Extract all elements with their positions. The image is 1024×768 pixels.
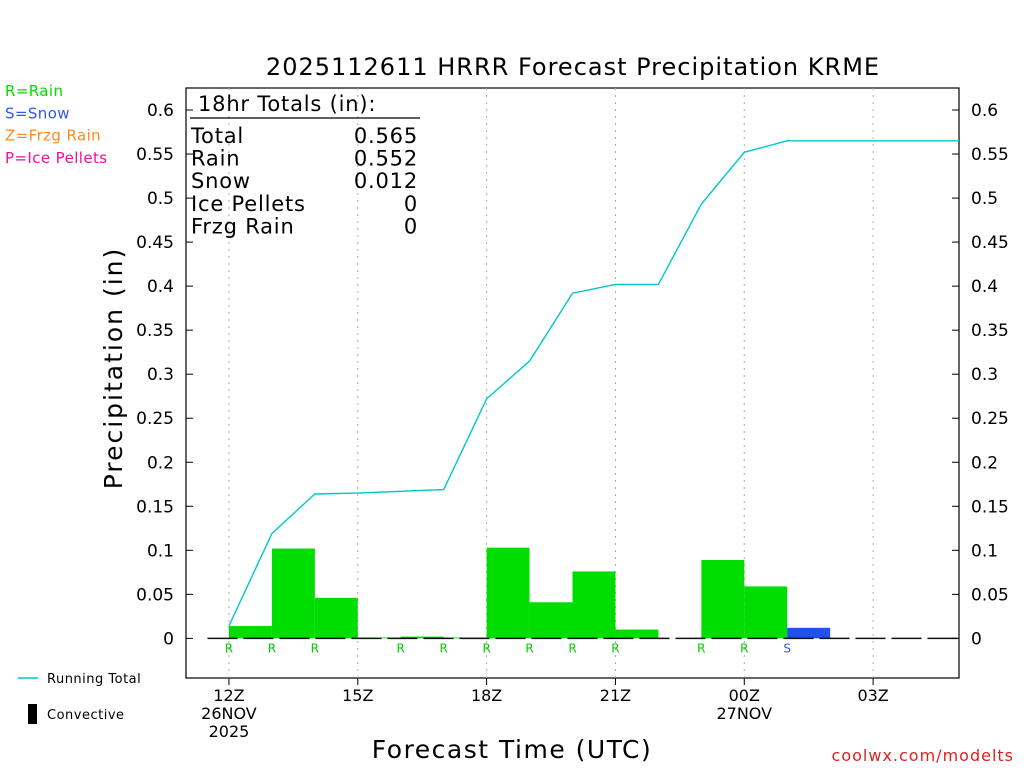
y-tick-label: 0.1 xyxy=(971,541,998,561)
bar-type-label: R xyxy=(439,641,447,655)
series-legend-label: Running Total xyxy=(47,672,141,687)
type-legend-entry: R=Rain xyxy=(5,82,63,100)
bar-type-label: R xyxy=(740,641,748,655)
y-tick-label: 0.5 xyxy=(147,189,174,209)
series-legend: Running Total Convective xyxy=(18,672,141,724)
y-tick-label: 0.35 xyxy=(136,321,174,341)
y-tick-label: 0.1 xyxy=(147,541,174,561)
x-tick-label: 21Z xyxy=(600,686,631,705)
precip-bar xyxy=(529,602,573,639)
totals-value: 0.012 xyxy=(354,169,418,193)
y-axis-right: 0 0.05 0.1 0.15 0.2 0.25 0.3 0.35 0.4 0.45 0.5 0.55… xyxy=(952,101,1009,649)
y-tick-label: 0.25 xyxy=(971,409,1009,429)
running-total-line xyxy=(228,140,959,627)
y-tick-label: 0.55 xyxy=(971,145,1009,165)
bar-series xyxy=(228,547,831,639)
y-tick-label: 0.3 xyxy=(971,365,998,385)
precip-type-legend: R=Rain S=Snow Z=Frzg Rain P=Ice Pellets xyxy=(5,82,107,167)
bar-type-label: R xyxy=(697,641,705,655)
totals-box: 18hr Totals (in): Total 0.565 Rain 0.552 Sno… xyxy=(190,92,420,238)
precip-bar xyxy=(701,560,745,639)
y-tick-label: 0.15 xyxy=(971,497,1009,517)
y-tick-label: 0.4 xyxy=(147,277,174,297)
bar-type-label: R xyxy=(568,641,576,655)
convective-swatch xyxy=(28,704,37,724)
x-tick-label: 26NOV xyxy=(201,704,257,723)
totals-label: Total xyxy=(190,124,244,148)
bar-type-label: R xyxy=(525,641,533,655)
totals-value: 0 xyxy=(404,192,418,216)
totals-label: Frzg Rain xyxy=(191,214,295,238)
bar-type-label: R xyxy=(482,641,490,655)
x-tick-label: 27NOV xyxy=(716,704,772,723)
x-tick-label: 12Z xyxy=(213,686,244,705)
y-tick-label: 0.6 xyxy=(147,101,174,121)
type-legend-entry: S=Snow xyxy=(5,104,70,122)
type-legend-entry: P=Ice Pellets xyxy=(5,149,107,167)
y-tick-label: 0.2 xyxy=(971,453,998,473)
y-tick-label: 0.05 xyxy=(136,585,174,605)
totals-heading: 18hr Totals (in): xyxy=(198,92,376,116)
y-tick-label: 0.55 xyxy=(136,145,174,165)
totals-label: Snow xyxy=(191,169,251,193)
x-tick-label: 18Z xyxy=(471,686,502,705)
precip-bar xyxy=(271,548,315,639)
precip-bar xyxy=(615,629,659,639)
totals-value: 0 xyxy=(404,214,418,238)
plot-frame xyxy=(185,87,960,679)
totals-label: Rain xyxy=(191,147,240,171)
y-tick-label: 0.2 xyxy=(147,453,174,473)
x-tick-label: 15Z xyxy=(342,686,373,705)
y-tick-label: 0 xyxy=(163,629,174,649)
precip-bar xyxy=(400,636,444,639)
totals-value: 0.552 xyxy=(354,147,418,171)
x-tick-label: 2025 xyxy=(209,722,250,741)
y-tick-label: 0 xyxy=(971,629,982,649)
precip-bar xyxy=(787,627,831,639)
y-tick-label: 0.3 xyxy=(147,365,174,385)
chart-title: 2025112611 HRRR Forecast Precipitation K… xyxy=(266,53,880,81)
type-legend-entry: Z=Frzg Rain xyxy=(5,127,101,145)
x-tick-label: 00Z xyxy=(729,686,760,705)
precip-bar xyxy=(228,626,272,639)
y-tick-label: 0.5 xyxy=(971,189,998,209)
x-tick-label: 03Z xyxy=(857,686,888,705)
precip-bar xyxy=(314,597,358,639)
precip-bar xyxy=(744,586,788,639)
bar-type-label: S xyxy=(783,641,791,655)
y-tick-label: 0.25 xyxy=(136,409,174,429)
y-tick-label: 0.35 xyxy=(971,321,1009,341)
y-tick-label: 0.4 xyxy=(971,277,998,297)
y-tick-label: 0.45 xyxy=(971,233,1009,253)
bar-type-label: R xyxy=(311,641,319,655)
bar-type-label: R xyxy=(225,641,233,655)
y-tick-label: 0.45 xyxy=(136,233,174,253)
y-tick-label: 0.05 xyxy=(971,585,1009,605)
bar-type-label: R xyxy=(268,641,276,655)
precip-bar xyxy=(572,571,616,639)
totals-value: 0.565 xyxy=(354,124,418,148)
y-tick-label: 0.15 xyxy=(136,497,174,517)
precip-bar xyxy=(486,547,530,639)
bar-type-label: R xyxy=(397,641,405,655)
bar-type-label: R xyxy=(611,641,619,655)
series-legend-label: Convective xyxy=(47,708,125,723)
y-axis-left: 0 0.05 0.1 0.15 0.2 0.25 0.3 0.35 0.4 0.45 0.5 0.55… xyxy=(136,101,193,649)
totals-label: Ice Pellets xyxy=(191,192,306,216)
source-credit: coolwx.com/modelts xyxy=(832,746,1014,765)
y-axis-label: Precipitation (in) xyxy=(99,247,128,490)
y-tick-label: 0.6 xyxy=(971,101,998,121)
x-axis-label: Forecast Time (UTC) xyxy=(372,735,652,764)
